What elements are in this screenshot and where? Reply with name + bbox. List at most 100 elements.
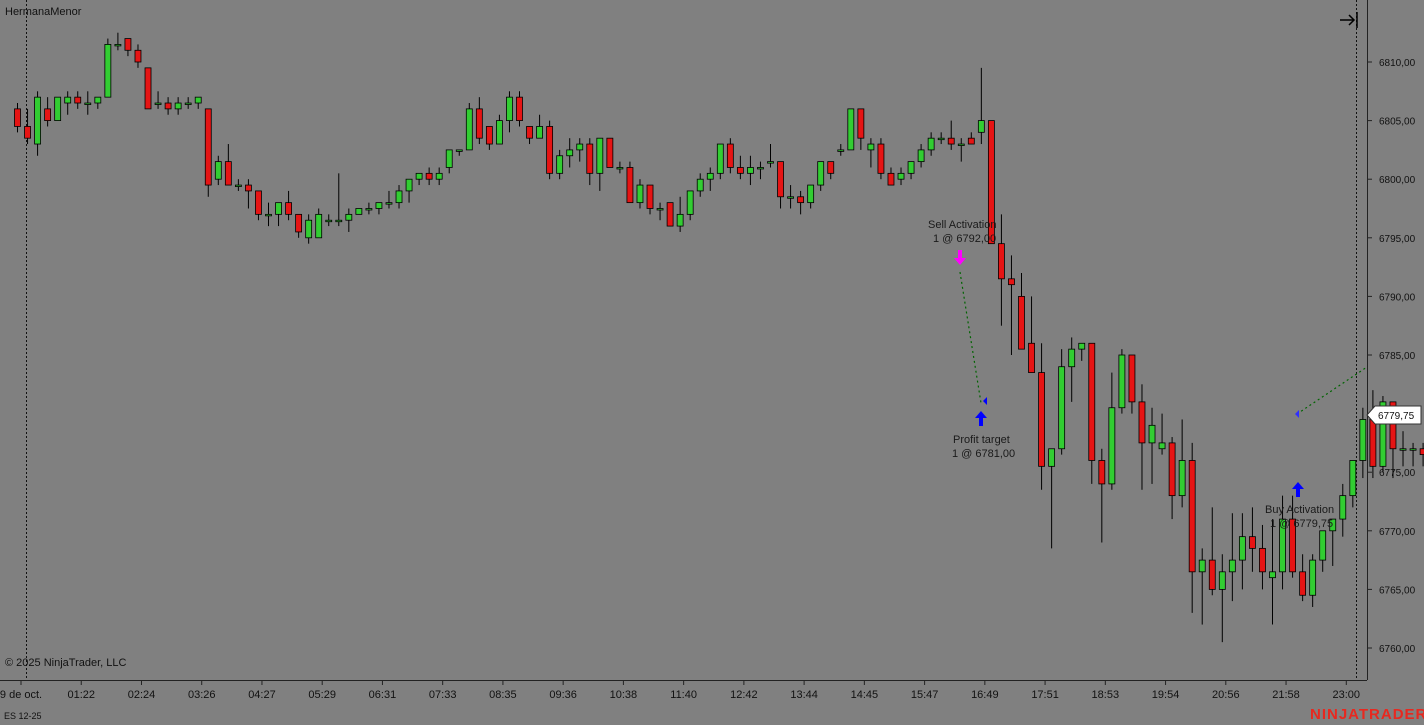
- candle: [626, 161, 634, 204]
- candle-body-up: [616, 167, 624, 170]
- candle: [265, 202, 272, 227]
- candle-body-up: [867, 143, 875, 151]
- candle: [1138, 384, 1146, 490]
- candle-body-down: [967, 137, 975, 145]
- current-price-tag: 6779,75: [1366, 405, 1422, 425]
- candle-body-up: [234, 184, 242, 187]
- candle-body-down: [1138, 401, 1146, 444]
- candle: [576, 138, 584, 162]
- candle-body-down: [425, 172, 433, 180]
- entry-marker-icon: [1295, 410, 1299, 418]
- candle: [566, 138, 574, 168]
- candle-body-up: [1228, 559, 1236, 573]
- candle-body-up: [1078, 342, 1086, 350]
- candle: [1188, 442, 1196, 613]
- candle: [1018, 272, 1025, 350]
- candle: [1108, 372, 1116, 490]
- candle: [275, 202, 282, 227]
- candle-body-down: [1018, 295, 1025, 350]
- candle: [335, 173, 343, 227]
- candle-body-up: [686, 190, 694, 215]
- candle: [1208, 507, 1216, 596]
- time-tick-label: 05:29: [308, 689, 336, 701]
- candle: [54, 96, 62, 122]
- candle: [14, 103, 21, 133]
- candle: [1359, 407, 1367, 479]
- candle-body-down: [475, 108, 483, 139]
- candle-body-up: [1339, 495, 1347, 520]
- candle: [536, 114, 543, 139]
- candle-body-up: [335, 219, 343, 223]
- candle-body-down: [516, 96, 523, 122]
- candle-body-up: [345, 213, 353, 221]
- candle-body-down: [947, 137, 955, 145]
- candle-body-up: [375, 202, 383, 209]
- sell-activation-title: Sell Activation: [928, 219, 996, 231]
- candle-body-down: [666, 202, 674, 227]
- candle: [757, 161, 764, 180]
- candle: [1399, 431, 1407, 467]
- candle-body-up: [184, 102, 192, 105]
- profit-target-arrow-icon[interactable]: [975, 411, 987, 426]
- time-tick-label: 14:45: [851, 689, 879, 701]
- current-price-label: 6779,75: [1378, 411, 1415, 422]
- candle-body-down: [797, 196, 805, 204]
- candle: [767, 144, 774, 168]
- candle: [1158, 413, 1166, 455]
- candle-body-up: [305, 219, 313, 239]
- candle: [114, 32, 122, 51]
- candle-body-down: [998, 243, 1005, 280]
- candle: [395, 185, 403, 209]
- candle-body-up: [847, 108, 855, 151]
- candle-body-down: [255, 190, 262, 215]
- contract-label: ES 12-25: [4, 711, 42, 721]
- candle: [686, 190, 694, 221]
- candle: [837, 144, 845, 156]
- candle: [857, 108, 865, 150]
- copyright-text: © 2025 NinjaTrader, LLC: [5, 657, 126, 669]
- axis-layer: 6760,006765,006770,006775,006780,006785,…: [0, 58, 1416, 701]
- candle-body-down: [44, 108, 52, 121]
- candle: [1178, 419, 1186, 508]
- candle: [305, 214, 313, 244]
- candle-body-up: [566, 149, 574, 157]
- candle-body-up: [1068, 348, 1076, 368]
- price-tick-label: 6765,00: [1379, 585, 1416, 596]
- candle-body-up: [1118, 354, 1126, 409]
- candle-body-up: [1409, 448, 1417, 451]
- candle-body-up: [596, 137, 604, 174]
- candle-body-down: [24, 126, 31, 139]
- time-tick-label: 17:51: [1031, 689, 1059, 701]
- candle-body-up: [767, 161, 774, 164]
- candles-layer: [14, 32, 1424, 643]
- candle-body-up: [636, 184, 644, 204]
- candle: [646, 184, 654, 215]
- candle-body-up: [1198, 559, 1206, 573]
- candle: [134, 44, 142, 68]
- sell-arrow-icon[interactable]: [954, 250, 966, 265]
- candle: [1249, 507, 1256, 572]
- candle: [204, 108, 212, 197]
- candle: [405, 178, 413, 203]
- candle: [1168, 437, 1176, 520]
- candle: [586, 138, 594, 186]
- price-tick-label: 6775,00: [1379, 468, 1416, 479]
- candle: [1319, 530, 1327, 572]
- candle: [696, 173, 704, 197]
- buy-arrow-icon[interactable]: [1292, 482, 1304, 497]
- candle: [365, 202, 373, 215]
- time-tick-label: 19:54: [1152, 689, 1180, 701]
- candle: [546, 120, 554, 180]
- sell-activation-detail: 1 @ 6792,00: [933, 233, 996, 245]
- candle-body-up: [435, 172, 443, 180]
- candle-body-up: [496, 120, 503, 145]
- candle: [34, 91, 41, 156]
- candle: [144, 67, 152, 110]
- candle: [1198, 548, 1206, 625]
- candle-body-down: [857, 108, 865, 139]
- arrow-right-bar-icon[interactable]: [1340, 12, 1358, 28]
- candle-body-down: [1259, 547, 1266, 573]
- candle-body-down: [646, 184, 654, 209]
- candle-body-up: [194, 96, 202, 104]
